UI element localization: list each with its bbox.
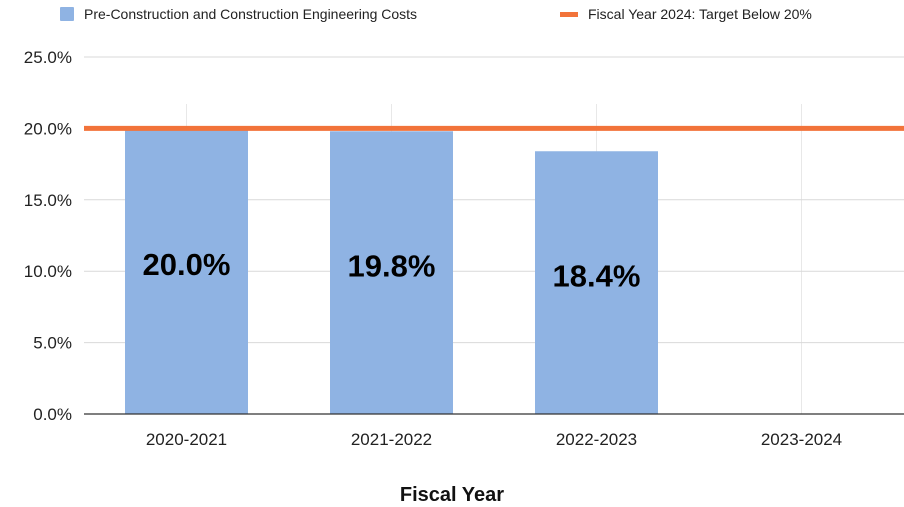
y-tick-label: 10.0% [24,262,72,281]
x-tick-label: 2023-2024 [761,430,842,449]
y-tick-label: 5.0% [33,334,72,353]
x-tick-label: 2022-2023 [556,430,637,449]
bar-2021-2022 [330,131,453,415]
y-tick-label: 25.0% [24,48,72,67]
y-tick-label: 0.0% [33,405,72,424]
bar-data-label: 20.0% [143,247,231,282]
x-tick-label: 2021-2022 [351,430,432,449]
legend-item-target-line[interactable]: Fiscal Year 2024: Target Below 20% [560,6,812,22]
x-tick-label: 2020-2021 [146,430,227,449]
y-tick-label: 15.0% [24,191,72,210]
x-axis-title: Fiscal Year [399,484,505,506]
legend-label-target-line: Fiscal Year 2024: Target Below 20% [588,6,812,22]
bar-data-label: 18.4% [553,259,641,294]
bar-2020-2021 [125,128,248,414]
y-tick-label: 20.0% [24,119,72,138]
legend-swatch-target-line [560,11,578,17]
legend-label-bar-series: Pre-Construction and Construction Engine… [84,6,418,22]
legend: Pre-Construction and Construction Engine… [0,6,904,26]
bar-data-label: 19.8% [348,249,436,284]
bar-2022-2023 [535,151,658,415]
legend-item-bar-series[interactable]: Pre-Construction and Construction Engine… [60,6,417,22]
legend-swatch-bar [60,7,74,21]
